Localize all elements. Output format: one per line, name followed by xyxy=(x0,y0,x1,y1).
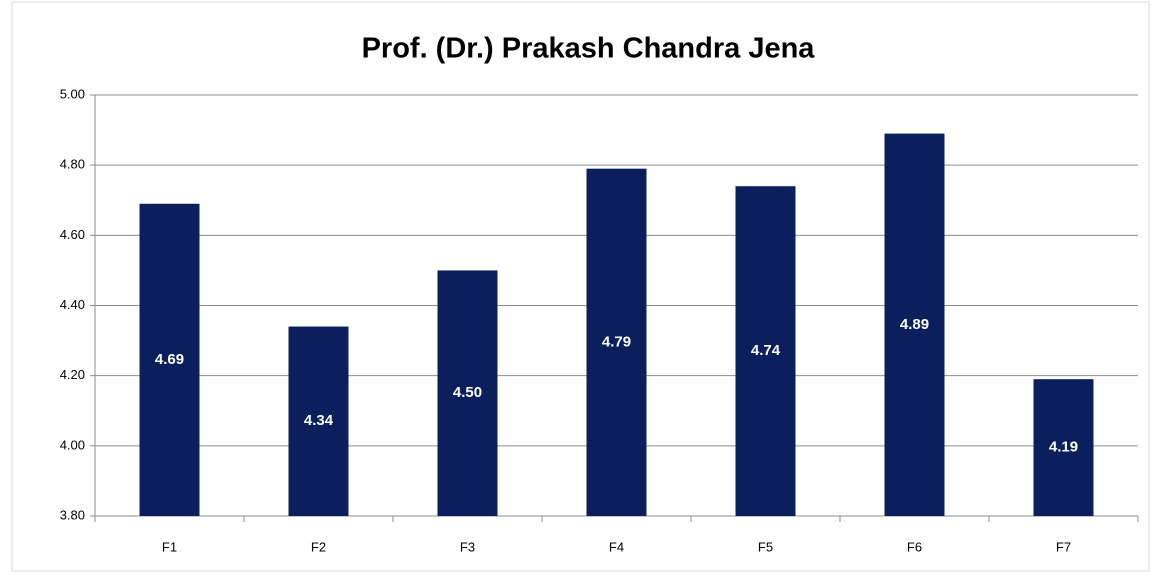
bar xyxy=(1033,379,1094,516)
y-tick-label: 4.00 xyxy=(60,437,85,452)
data-label: 4.69 xyxy=(155,351,184,368)
y-tick-label: 4.40 xyxy=(60,297,85,312)
data-label: 4.89 xyxy=(900,316,929,333)
x-tick-label: F6 xyxy=(907,539,922,554)
y-tick-label: 4.60 xyxy=(60,227,85,242)
data-label: 4.19 xyxy=(1049,439,1078,456)
bar xyxy=(288,326,349,516)
chart-border xyxy=(11,1,1150,572)
bar xyxy=(437,270,498,516)
bar xyxy=(735,186,796,516)
x-tick-label: F2 xyxy=(311,539,326,554)
x-tick-label: F4 xyxy=(609,539,624,554)
data-label: 4.79 xyxy=(602,333,631,350)
chart-title: Prof. (Dr.) Prakash Chandra Jena xyxy=(362,33,816,65)
data-label: 4.34 xyxy=(304,412,334,429)
data-label: 4.50 xyxy=(453,384,482,401)
bar xyxy=(884,133,945,516)
bar xyxy=(586,168,647,517)
x-tick-label: F7 xyxy=(1056,539,1071,554)
y-tick-label: 4.80 xyxy=(60,157,85,172)
y-tick-label: 5.00 xyxy=(60,86,85,101)
y-tick-label: 3.80 xyxy=(60,507,85,522)
x-tick-label: F3 xyxy=(460,539,475,554)
x-tick-label: F5 xyxy=(758,539,773,554)
y-tick-label: 4.20 xyxy=(60,367,85,382)
data-label: 4.74 xyxy=(751,342,781,359)
bar xyxy=(139,203,200,516)
x-tick-label: F1 xyxy=(162,539,177,554)
